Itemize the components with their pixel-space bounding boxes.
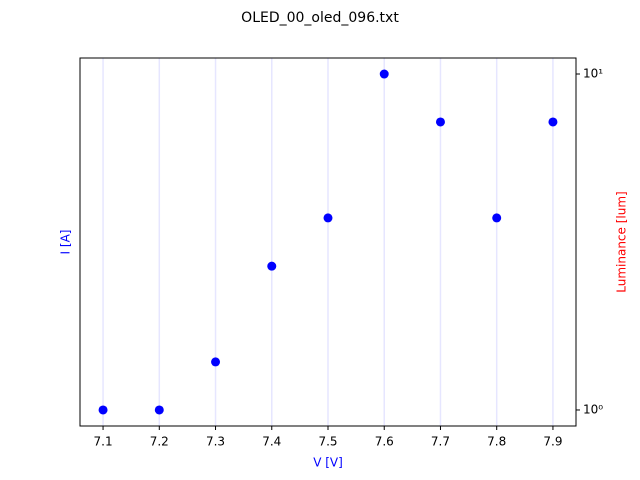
point: [211, 357, 221, 367]
point: [267, 261, 277, 271]
point: [98, 405, 108, 415]
point: [154, 405, 164, 415]
chart-title: OLED_00_oled_096.txt: [241, 10, 399, 26]
y2-tick-label: 10⁰: [583, 402, 603, 416]
x-tick-label: 7.2: [150, 435, 169, 449]
x-tick-label: 7.3: [206, 435, 225, 449]
point: [548, 117, 558, 127]
x-tick-label: 7.9: [543, 435, 562, 449]
y2-axis-label: Luminance [lum]: [615, 191, 629, 292]
x-tick-label: 7.6: [375, 435, 394, 449]
point: [492, 213, 502, 223]
plot-frame: [79, 57, 577, 427]
point: [435, 117, 445, 127]
x-tick-label: 7.8: [487, 435, 506, 449]
x-tick-label: 7.7: [431, 435, 450, 449]
x-tick-label: 7.4: [262, 435, 281, 449]
point: [323, 213, 333, 223]
y2-tick-label: 10¹: [583, 67, 603, 81]
x-tick-label: 7.5: [318, 435, 337, 449]
y-axis-label: I [A]: [59, 230, 73, 255]
x-tick-label: 7.1: [94, 435, 113, 449]
x-axis-label: V [V]: [313, 456, 343, 470]
point: [379, 69, 389, 79]
